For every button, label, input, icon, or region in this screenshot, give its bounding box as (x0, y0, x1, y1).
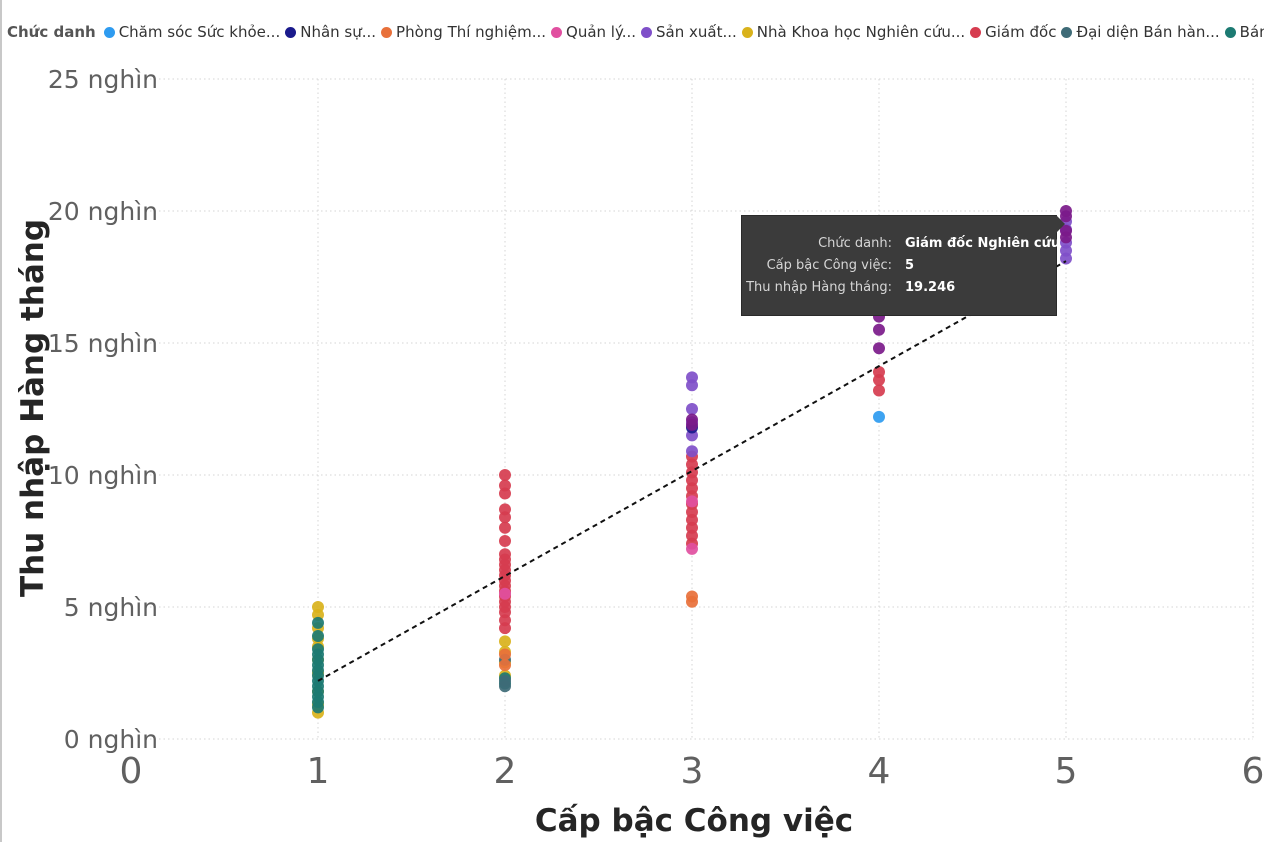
x-tick-label: 3 (681, 751, 704, 792)
tooltip-row: Cấp bậc Công việc: 5 (742, 256, 1056, 276)
data-point (686, 371, 698, 384)
legend-swatch-icon (285, 26, 297, 38)
data-point (873, 342, 885, 355)
legend-title: Chức danh (7, 23, 96, 41)
tooltip-label: Thu nhập Hàng tháng: (746, 280, 892, 295)
legend-swatch-icon (551, 26, 563, 38)
data-point (312, 601, 324, 613)
legend-swatch-icon (970, 26, 982, 38)
legend-item-label: Nhà Khoa học Nghiên cứu... (756, 23, 966, 41)
x-tick-label: 1 (307, 751, 330, 792)
tooltip-arrow (1056, 215, 1065, 233)
x-tick-label: 4 (868, 751, 891, 792)
tooltip-row: Chức danh: Giám đốc Nghiên cứu (742, 234, 1060, 254)
data-point (312, 616, 324, 629)
data-point (686, 413, 698, 426)
data-point (499, 479, 511, 492)
tooltip-value: Giám đốc Nghiên cứu (905, 236, 1061, 251)
tooltip-value: 19.246 (905, 280, 956, 295)
x-tick-label: 0 (120, 751, 143, 792)
y-tick-label: 15 nghìn (48, 329, 158, 358)
y-tick-label: 10 nghìn (48, 461, 158, 490)
data-point (686, 445, 698, 458)
data-point (1060, 205, 1072, 217)
legend-item[interactable]: Chăm sóc Sức khỏe... (103, 23, 281, 41)
data-point (873, 323, 885, 336)
tooltip-row: Thu nhập Hàng tháng: 19.246 (742, 278, 1056, 298)
x-tick-label: 2 (494, 751, 517, 792)
data-point (312, 643, 324, 656)
data-point (499, 535, 511, 547)
legend-item-label: Bán hàng... (1239, 23, 1264, 41)
data-point (686, 590, 698, 603)
data-point (499, 674, 511, 687)
data-point (499, 648, 511, 661)
y-tick-label: 20 nghìn (48, 197, 158, 226)
legend-item-label: Chăm sóc Sức khỏe... (118, 23, 281, 41)
legend-swatch-icon (741, 26, 753, 38)
data-point (873, 410, 885, 423)
data-point (499, 659, 511, 672)
trend-line (317, 260, 1067, 682)
legend-item-label: Sản xuất... (656, 23, 737, 41)
data-point (873, 384, 885, 397)
legend-item-label: Nhân sự... (300, 23, 377, 41)
data-point (873, 366, 885, 379)
data-point (686, 495, 698, 508)
legend: Chức danh Chăm sóc Sức khỏe... Nhân sự...… (7, 20, 1264, 44)
legend-item[interactable]: Nhân sự... (285, 23, 376, 41)
legend-swatch-icon (381, 26, 393, 38)
data-point (312, 630, 324, 643)
x-tick-label: 6 (1242, 751, 1264, 792)
y-tick-label: 5 nghìn (64, 593, 158, 622)
tooltip-label: Chức danh: (818, 236, 892, 251)
legend-item[interactable]: Bán hàng... (1224, 23, 1264, 41)
tooltip-value: 5 (905, 258, 915, 273)
data-point (499, 469, 511, 481)
data-point (499, 503, 511, 516)
legend-item[interactable]: Phòng Thí nghiệm... (381, 23, 546, 41)
legend-swatch-icon (1061, 26, 1073, 38)
legend-item-label: Giám đốc (985, 23, 1057, 41)
legend-item-label: Quản lý... (566, 23, 637, 41)
legend-swatch-icon (1224, 26, 1236, 38)
data-point (499, 587, 511, 600)
frame-border (0, 0, 2, 842)
legend-item-label: Phòng Thí nghiệm... (396, 23, 547, 41)
legend-item[interactable]: Sản xuất... (641, 23, 737, 41)
legend-swatch-icon (641, 26, 653, 38)
legend-item[interactable]: Nhà Khoa học Nghiên cứu... (741, 23, 966, 41)
y-axis-title: Thu nhập Hàng tháng (15, 219, 51, 597)
x-axis-title: Cấp bậc Công việc (535, 803, 853, 839)
data-point (499, 548, 511, 561)
legend-item[interactable]: Quản lý... (551, 23, 636, 41)
tooltip-label: Cấp bậc Công việc: (766, 258, 892, 273)
data-point (499, 521, 511, 534)
y-tick-label: 25 nghìn (48, 65, 158, 94)
legend-item[interactable]: Đại diện Bán hàn... (1061, 23, 1220, 41)
legend-swatch-icon (103, 26, 115, 38)
legend-item[interactable]: Giám đốc (970, 23, 1056, 41)
data-point (686, 403, 698, 415)
data-point (499, 635, 511, 648)
x-tick-label: 5 (1055, 751, 1078, 792)
tooltip: Chức danh: Giám đốc Nghiên cứu Cấp bậc Côn… (741, 215, 1065, 316)
legend-item-label: Đại diện Bán hàn... (1076, 23, 1220, 41)
y-tick-label: 0 nghìn (64, 725, 158, 754)
data-point (686, 542, 698, 555)
